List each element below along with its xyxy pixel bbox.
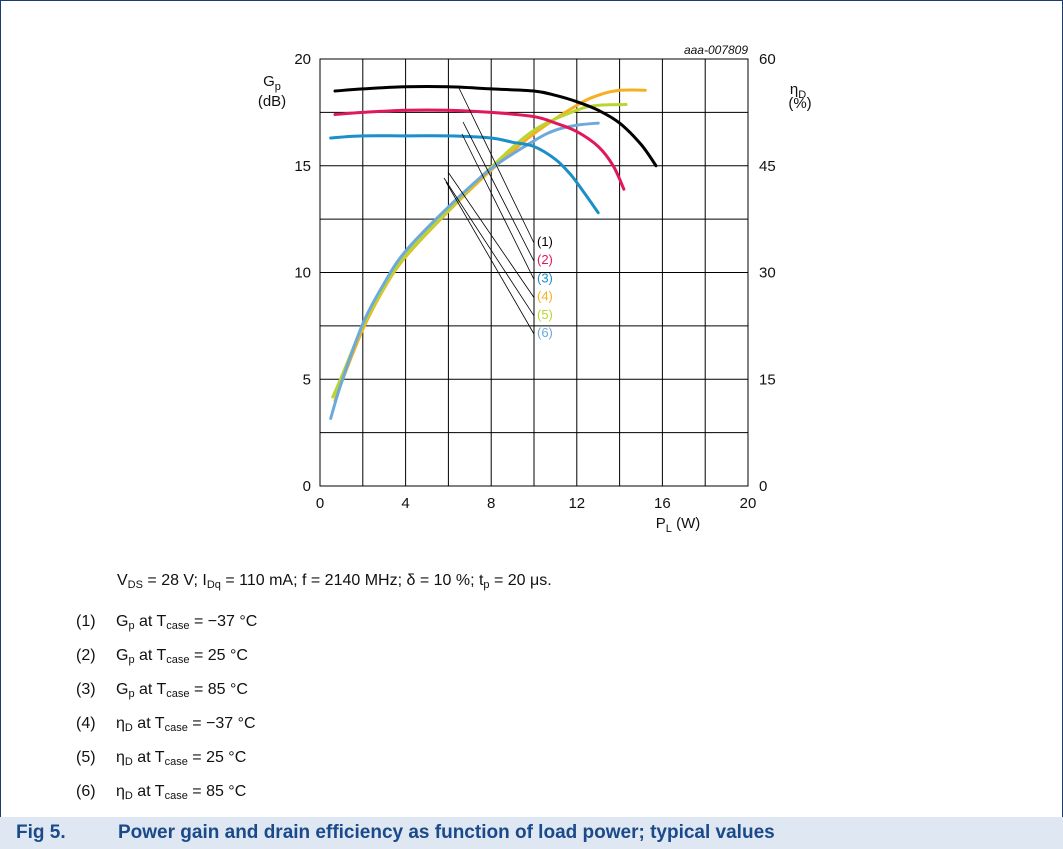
condition-subscript: p (483, 579, 490, 591)
callout-leader-line (443, 177, 535, 317)
y-right-tick-label: 45 (759, 158, 776, 175)
series-line (329, 134, 600, 215)
legend: (1) Gp at Tcase = −37 °C (2) Gp at Tcase = … (76, 612, 257, 816)
y-left-tick-label: 10 (294, 265, 311, 282)
y-right-axis-label: ηD (790, 81, 806, 101)
legend-temperature: = 25 °C (189, 647, 248, 664)
legend-symbol: η (116, 783, 125, 800)
y-left-axis-unit: (dB) (258, 93, 286, 110)
series-line (333, 85, 658, 168)
y-right-tick-label: 0 (759, 478, 767, 495)
legend-symbol: η (116, 715, 125, 732)
legend-temperature: = −37 °C (187, 715, 256, 732)
figure-caption: Fig 5. Power gain and drain efficiency as… (0, 817, 1063, 849)
legend-number: (3) (76, 681, 96, 698)
legend-symbol-subscript: p (128, 620, 135, 632)
y-left-tick-label: 5 (303, 371, 311, 388)
legend-row: (6) ηD at Tcase = 85 °C (76, 782, 257, 816)
condition-subscript: DS (127, 579, 143, 591)
legend-at-text: at T (132, 749, 165, 766)
callout-leader-line (445, 181, 535, 335)
series-line (329, 121, 600, 420)
series-line (333, 108, 626, 191)
legend-at-text: at T (134, 647, 167, 664)
y-right-tick-label: 60 (759, 51, 776, 68)
y-left-tick-label: 20 (294, 51, 311, 68)
y-right-tick-label: 15 (759, 371, 776, 388)
legend-temperature: = 85 °C (189, 681, 248, 698)
callout-label: (1) (537, 234, 553, 249)
legend-case-subscript: case (166, 654, 190, 666)
condition-text: V (117, 572, 128, 589)
legend-case-subscript: case (164, 790, 188, 802)
legend-symbol: G (116, 647, 129, 664)
legend-row: (4) ηD at Tcase = −37 °C (76, 714, 257, 748)
y-left-tick-label: 0 (303, 478, 311, 495)
legend-symbol-subscript: p (128, 688, 135, 700)
y-right-axis-unit: (%) (788, 95, 811, 112)
y-left-tick-label: 15 (294, 158, 311, 175)
callout-leader-line (462, 121, 535, 262)
condition-text: = 20 μs. (489, 572, 552, 589)
legend-number: (2) (76, 647, 96, 664)
x-tick-label: 0 (316, 495, 324, 512)
callout-leader-line (461, 133, 535, 280)
legend-at-text: at T (132, 783, 165, 800)
chart-series-group (329, 85, 658, 420)
y-right-tick-label: 30 (759, 265, 776, 282)
x-axis-label: PL (W) (656, 515, 700, 535)
callout-label: (2) (537, 252, 553, 267)
condition-text: = 28 V; I (142, 572, 207, 589)
legend-case-subscript: case (166, 620, 190, 632)
legend-symbol-subscript: p (128, 654, 135, 666)
legend-symbol-subscript: D (124, 756, 133, 768)
legend-row: (5) ηD at Tcase = 25 °C (76, 748, 257, 782)
chart-callouts: (1) (2) (3) (4) (5) (6) (443, 85, 553, 340)
legend-symbol: G (116, 681, 129, 698)
x-tick-label: 16 (654, 495, 671, 512)
legend-case-subscript: case (164, 722, 188, 734)
callout-label: (4) (537, 289, 553, 304)
condition-subscript: Dq (206, 579, 221, 591)
x-tick-label: 12 (568, 495, 585, 512)
legend-row: (1) Gp at Tcase = −37 °C (76, 612, 257, 646)
callout-label: (6) (537, 325, 553, 340)
legend-symbol: G (116, 613, 129, 630)
legend-number: (4) (76, 715, 96, 732)
legend-case-subscript: case (166, 688, 190, 700)
legend-case-subscript: case (164, 756, 188, 768)
legend-symbol: η (116, 749, 125, 766)
y-left-axis-label: Gp (263, 73, 281, 93)
measurement-conditions: VDS = 28 V; IDq = 110 mA; f = 2140 MHz; … (117, 572, 552, 591)
legend-at-text: at T (134, 613, 167, 630)
series-line (331, 103, 628, 399)
figure-number: Fig 5. (16, 822, 66, 843)
legend-number: (1) (76, 613, 96, 630)
legend-number: (5) (76, 749, 96, 766)
condition-text: = 110 mA; f = 2140 MHz; δ = 10 %; t (220, 572, 484, 589)
legend-symbol-subscript: D (124, 722, 133, 734)
callout-label: (3) (537, 270, 553, 285)
legend-at-text: at T (134, 681, 167, 698)
x-tick-label: 4 (401, 495, 409, 512)
legend-row: (3) Gp at Tcase = 85 °C (76, 680, 257, 714)
legend-number: (6) (76, 783, 96, 800)
chart-grid (319, 58, 749, 487)
legend-temperature: = 85 °C (187, 783, 247, 800)
x-tick-label: 8 (487, 495, 495, 512)
legend-symbol-subscript: D (124, 790, 133, 802)
callout-leader-line (447, 171, 535, 298)
callout-label: (5) (537, 307, 553, 322)
figure-title: Power gain and drain efficiency as funct… (118, 822, 775, 843)
legend-temperature: = −37 °C (189, 613, 258, 630)
chart-code-label: aaa-007809 (684, 43, 748, 57)
x-tick-label: 20 (740, 495, 757, 512)
legend-at-text: at T (132, 715, 165, 732)
legend-temperature: = 25 °C (187, 749, 247, 766)
legend-row: (2) Gp at Tcase = 25 °C (76, 646, 257, 680)
callout-leader-line (457, 85, 535, 244)
